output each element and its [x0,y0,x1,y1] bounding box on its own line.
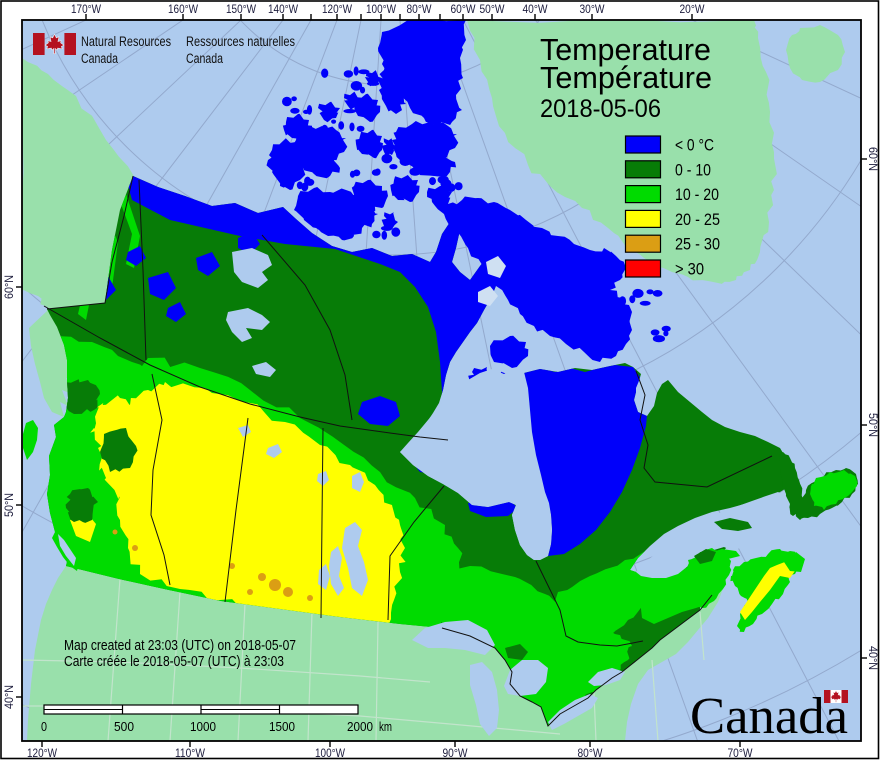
svg-text:2018-05-06: 2018-05-06 [540,95,661,123]
svg-text:1500: 1500 [269,720,295,734]
svg-text:50°N: 50°N [2,493,16,517]
svg-text:500: 500 [114,720,134,734]
svg-text:Natural Resources: Natural Resources [81,34,171,49]
svg-text:Température: Température [540,60,712,95]
svg-text:100°W: 100°W [366,2,397,16]
svg-text:Canada: Canada [690,688,848,745]
svg-text:0 - 10: 0 - 10 [675,161,711,179]
svg-text:80°W: 80°W [578,746,604,760]
svg-text:10 - 20: 10 - 20 [675,186,719,204]
svg-text:120°W: 120°W [322,2,353,16]
svg-text:70°W: 70°W [728,746,754,760]
svg-text:50°N: 50°N [866,413,880,437]
svg-text:60°W: 60°W [451,2,477,16]
svg-text:100°W: 100°W [315,746,346,760]
svg-text:60°N: 60°N [2,275,16,299]
svg-text:Temperature: Temperature [540,32,711,67]
svg-text:140°W: 140°W [268,2,299,16]
svg-text:km: km [379,720,392,734]
svg-text:160°W: 160°W [168,2,199,16]
svg-text:Canada: Canada [186,51,223,66]
svg-text:Map created at 23:03 (UTC) on: Map created at 23:03 (UTC) on 2018-05-07 [64,638,296,654]
svg-text:150°W: 150°W [226,2,257,16]
svg-text:Carte créée le 2018-05-07 (UTC: Carte créée le 2018-05-07 (UTC) à 23:03 [64,654,284,670]
svg-text:40°W: 40°W [523,2,549,16]
svg-text:40°N: 40°N [866,646,880,670]
svg-text:50°W: 50°W [480,2,506,16]
svg-text:20 - 25: 20 - 25 [675,211,720,229]
svg-text:Canada: Canada [81,51,118,66]
svg-text:30°W: 30°W [580,2,606,16]
svg-text:< 0 °C: < 0 °C [675,137,714,155]
svg-text:0: 0 [41,720,47,734]
svg-text:80°W: 80°W [407,2,433,16]
svg-text:60°N: 60°N [866,147,880,171]
svg-text:110°W: 110°W [175,746,206,760]
svg-text:170°W: 170°W [71,2,102,16]
svg-text:40°N: 40°N [2,685,16,709]
svg-text:2000: 2000 [347,720,373,734]
svg-text:90°W: 90°W [443,746,469,760]
svg-text:20°W: 20°W [680,2,706,16]
svg-text:1000: 1000 [190,720,216,734]
svg-text:25 - 30: 25 - 30 [675,236,720,254]
svg-text:Ressources naturelles: Ressources naturelles [186,34,295,49]
svg-text:120°W: 120°W [27,746,58,760]
svg-text:> 30: > 30 [675,261,704,279]
